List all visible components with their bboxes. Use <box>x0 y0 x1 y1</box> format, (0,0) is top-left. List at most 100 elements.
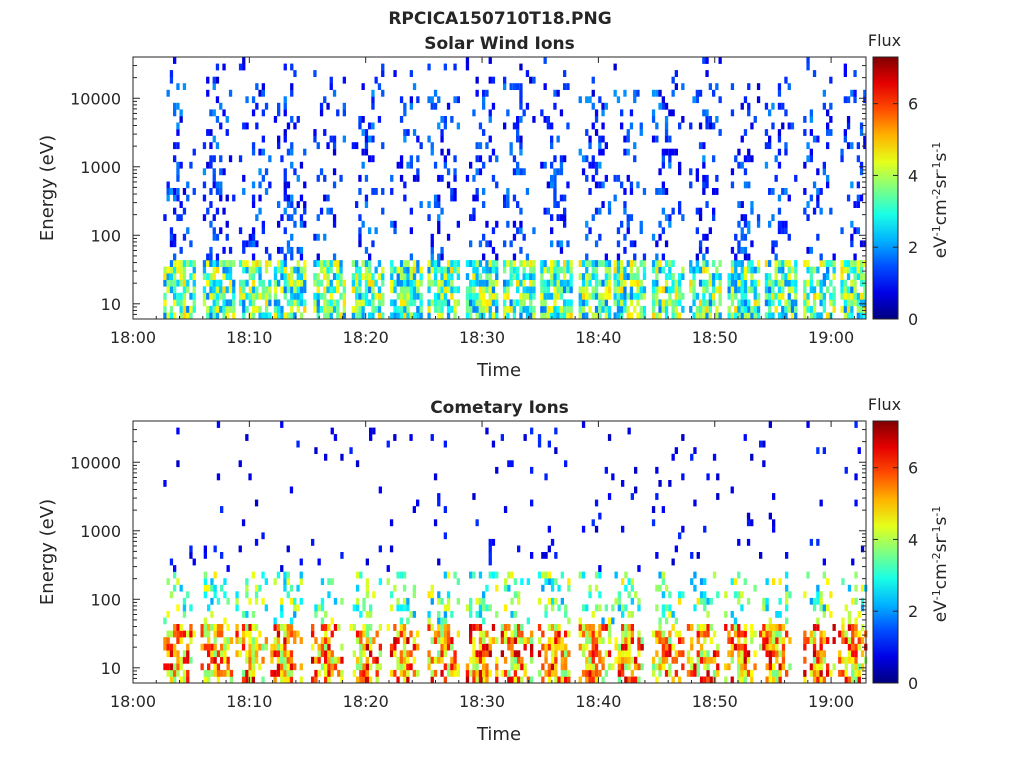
heatmap-cell <box>232 194 236 202</box>
heatmap-cell <box>430 279 434 287</box>
heatmap-cell <box>491 227 496 235</box>
heatmap-cell <box>219 286 223 294</box>
heatmap-cell <box>743 292 748 300</box>
heatmap-cell <box>317 656 321 664</box>
heatmap-cell <box>323 312 327 320</box>
heatmap-cell <box>209 188 213 195</box>
heatmap-cell <box>519 260 523 267</box>
heatmap-cell <box>743 155 748 163</box>
heatmap-cell <box>520 637 524 644</box>
heatmap-cell <box>203 630 207 638</box>
heatmap-cell <box>219 188 223 195</box>
heatmap-cell <box>469 279 473 287</box>
heatmap-cell <box>607 292 612 300</box>
heatmap-cell <box>179 273 183 280</box>
heatmap-cell <box>674 83 678 90</box>
heatmap-cell <box>699 656 704 664</box>
heatmap-cell <box>747 148 751 156</box>
heatmap-cell <box>809 597 813 605</box>
heatmap-cell <box>850 286 854 294</box>
heatmap-cell <box>668 630 672 638</box>
heatmap-cell <box>601 135 605 143</box>
heatmap-cell <box>456 220 460 228</box>
heatmap-cell <box>440 116 444 123</box>
heatmap-cell <box>695 96 699 104</box>
heatmap-cell <box>456 597 460 605</box>
heatmap-cell <box>166 286 170 294</box>
heatmap-cell <box>412 584 416 592</box>
heatmap-cell <box>355 604 360 612</box>
heatmap-cell <box>512 233 517 241</box>
heatmap-cell <box>342 312 346 320</box>
heatmap-cell <box>616 260 621 267</box>
heatmap-cell <box>482 597 486 605</box>
heatmap-cell <box>173 650 177 658</box>
heatmap-cell <box>705 286 709 294</box>
heatmap-cell <box>491 637 496 644</box>
heatmap-cell <box>313 135 317 143</box>
heatmap-cell <box>661 637 665 644</box>
heatmap-cell <box>581 650 586 658</box>
heatmap-cell <box>777 148 782 156</box>
heatmap-cell <box>396 273 400 280</box>
heatmap-cell <box>456 669 460 677</box>
heatmap-cell <box>254 624 259 631</box>
heatmap-cell <box>733 617 738 625</box>
heatmap-cell <box>403 109 407 117</box>
heatmap-cell <box>747 266 751 274</box>
heatmap-cell <box>324 656 328 664</box>
heatmap-cell <box>856 299 860 307</box>
heatmap-cell <box>639 279 643 287</box>
heatmap-cell <box>696 630 700 638</box>
heatmap-cell <box>207 643 211 651</box>
heatmap-cell <box>465 312 470 320</box>
heatmap-cell <box>430 637 434 644</box>
heatmap-cell <box>427 273 431 280</box>
heatmap-cell <box>712 650 717 658</box>
heatmap-cell <box>678 286 682 294</box>
heatmap-cell <box>248 643 252 651</box>
heatmap-cell <box>550 181 554 189</box>
heatmap-cell <box>176 292 180 300</box>
heatmap-cell <box>624 656 628 664</box>
heatmap-cell <box>381 89 385 97</box>
heatmap-cell <box>355 260 359 267</box>
heatmap-cell <box>661 96 665 104</box>
heatmap-cell <box>342 102 346 110</box>
heatmap-cell <box>277 260 281 267</box>
heatmap-cell <box>283 584 287 592</box>
heatmap-cell <box>588 161 592 169</box>
heatmap-cell <box>280 650 284 658</box>
heatmap-cell <box>169 273 174 280</box>
heatmap-cell <box>636 292 640 300</box>
heatmap-cell <box>747 83 751 90</box>
heatmap-cell <box>303 201 307 208</box>
heatmap-cell <box>242 292 246 300</box>
heatmap-cell <box>446 181 451 189</box>
heatmap-cell <box>569 273 573 280</box>
heatmap-cell <box>636 273 640 280</box>
heatmap-cell <box>588 260 592 267</box>
heatmap-cell <box>223 591 227 599</box>
heatmap-cell <box>248 299 252 307</box>
heatmap-cell <box>581 279 586 287</box>
heatmap-cell <box>626 214 630 221</box>
heatmap-cell <box>785 669 789 677</box>
heatmap-cell <box>543 266 547 274</box>
heatmap-cell <box>519 89 523 97</box>
heatmap-cell <box>777 227 782 235</box>
heatmap-cell <box>332 299 337 307</box>
heatmap-cell <box>478 292 483 300</box>
heatmap-cell <box>427 611 431 618</box>
heatmap-cell <box>604 253 608 261</box>
heatmap-cell <box>364 194 369 202</box>
heatmap-cell <box>337 656 341 664</box>
heatmap-cell <box>228 266 233 274</box>
heatmap-cell <box>581 260 586 267</box>
heatmap-cell <box>661 656 665 664</box>
heatmap-cell <box>220 630 224 638</box>
heatmap-cell <box>351 279 355 287</box>
heatmap-cell <box>261 312 265 320</box>
heatmap-cell <box>163 480 167 487</box>
heatmap-cell <box>319 102 324 110</box>
